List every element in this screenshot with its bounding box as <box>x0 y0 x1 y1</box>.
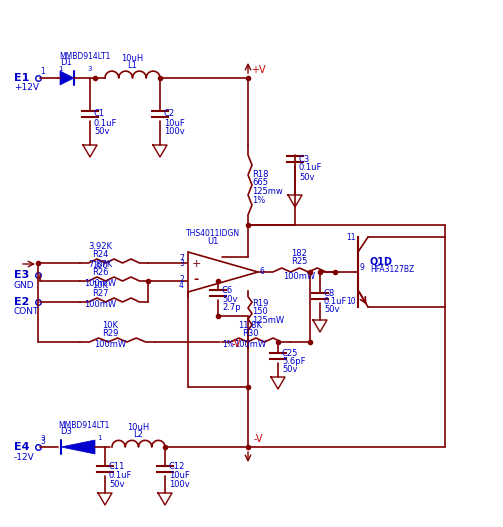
Text: 11: 11 <box>347 233 356 242</box>
Text: 7.87K: 7.87K <box>88 260 112 269</box>
Text: -: - <box>194 274 199 287</box>
Text: 2: 2 <box>179 276 184 285</box>
Text: 5.6pF: 5.6pF <box>282 357 305 366</box>
Text: 10K: 10K <box>92 281 108 290</box>
Text: 1%: 1% <box>252 196 265 205</box>
Text: 1: 1 <box>97 435 102 441</box>
Text: R24: R24 <box>92 250 108 259</box>
Text: 100: 100 <box>92 261 108 270</box>
Text: R29: R29 <box>102 329 118 338</box>
Text: 10uF: 10uF <box>169 471 190 480</box>
Text: R30: R30 <box>242 329 258 338</box>
Text: 10K: 10K <box>102 321 118 330</box>
Text: C8: C8 <box>324 289 336 298</box>
Text: HFA3127BZ: HFA3127BZ <box>370 265 414 274</box>
Text: -V: -V <box>231 339 241 349</box>
Text: 100v: 100v <box>169 480 190 489</box>
Text: 0.1uF: 0.1uF <box>94 119 117 128</box>
Text: Q1D: Q1D <box>370 256 393 266</box>
Text: C11: C11 <box>109 462 125 471</box>
Text: E3: E3 <box>14 270 29 280</box>
Text: R27: R27 <box>92 289 108 298</box>
Text: 100mW: 100mW <box>94 340 126 349</box>
Text: L1: L1 <box>127 61 137 70</box>
Polygon shape <box>188 252 258 292</box>
Text: 125mW: 125mW <box>252 316 284 325</box>
Text: 1%: 1% <box>222 340 234 349</box>
Polygon shape <box>61 440 95 454</box>
Text: 0.1uF: 0.1uF <box>324 297 348 306</box>
Text: 10uF: 10uF <box>164 119 185 128</box>
Text: 1: 1 <box>58 66 62 72</box>
Text: 665: 665 <box>252 178 268 187</box>
Text: 50v: 50v <box>222 295 237 304</box>
Text: 50v: 50v <box>324 305 340 314</box>
Text: 3: 3 <box>179 259 184 268</box>
Text: 10: 10 <box>347 297 356 306</box>
Text: E2: E2 <box>14 297 29 307</box>
Text: 100mW: 100mW <box>283 272 315 281</box>
Polygon shape <box>60 71 74 85</box>
Text: C25: C25 <box>282 349 298 358</box>
Text: R25: R25 <box>291 257 307 266</box>
Text: MMBD914LT1: MMBD914LT1 <box>58 421 109 430</box>
Text: 7: 7 <box>179 254 184 263</box>
Text: 10uH: 10uH <box>121 54 143 63</box>
Text: +V: +V <box>250 65 265 75</box>
Text: R26: R26 <box>92 268 108 277</box>
Text: GND: GND <box>14 280 35 289</box>
Text: 100mW: 100mW <box>234 340 266 349</box>
Text: +: + <box>191 259 201 269</box>
Text: 100mW: 100mW <box>84 279 116 288</box>
Text: 50v: 50v <box>94 128 110 136</box>
Text: R18: R18 <box>252 170 269 179</box>
Text: E4: E4 <box>14 442 30 452</box>
Text: 6: 6 <box>260 268 265 277</box>
Text: C12: C12 <box>169 462 186 471</box>
Text: -12V: -12V <box>14 453 35 462</box>
Text: C2: C2 <box>164 110 175 119</box>
Text: 3: 3 <box>40 436 45 445</box>
Text: 3: 3 <box>88 66 92 72</box>
Text: 50v: 50v <box>109 480 125 489</box>
Text: 100mW: 100mW <box>84 300 116 309</box>
Text: MMBD914LT1: MMBD914LT1 <box>59 52 110 61</box>
Text: 150: 150 <box>252 307 268 316</box>
Text: +12V: +12V <box>14 83 39 93</box>
Text: 3.92K: 3.92K <box>88 242 112 251</box>
Text: CONT: CONT <box>14 307 39 317</box>
Text: D1: D1 <box>60 58 72 67</box>
Text: 4: 4 <box>179 281 184 290</box>
Text: R19: R19 <box>252 299 269 308</box>
Text: L2: L2 <box>133 430 143 439</box>
Text: 1: 1 <box>40 67 45 76</box>
Text: 50v: 50v <box>299 172 314 181</box>
Text: 0.1uF: 0.1uF <box>109 471 132 480</box>
Text: 9: 9 <box>360 263 365 272</box>
Text: 2.7p: 2.7p <box>222 303 240 312</box>
Text: 11.8K: 11.8K <box>238 321 262 330</box>
Text: U1: U1 <box>207 237 219 246</box>
Text: 100v: 100v <box>164 128 185 136</box>
Text: 3: 3 <box>40 435 44 441</box>
Text: 125mw: 125mw <box>252 187 283 196</box>
Text: E1: E1 <box>14 73 29 83</box>
Text: D3: D3 <box>60 427 72 436</box>
Text: C1: C1 <box>94 110 105 119</box>
Text: -V: -V <box>253 434 263 444</box>
Text: C6: C6 <box>222 286 233 295</box>
Text: C3: C3 <box>299 154 310 163</box>
Text: 50v: 50v <box>282 365 297 374</box>
Text: 10uH: 10uH <box>127 423 149 432</box>
Text: 0.1uF: 0.1uF <box>299 163 322 172</box>
Text: THS4011IDGN: THS4011IDGN <box>186 229 240 238</box>
Text: 182: 182 <box>291 249 307 258</box>
